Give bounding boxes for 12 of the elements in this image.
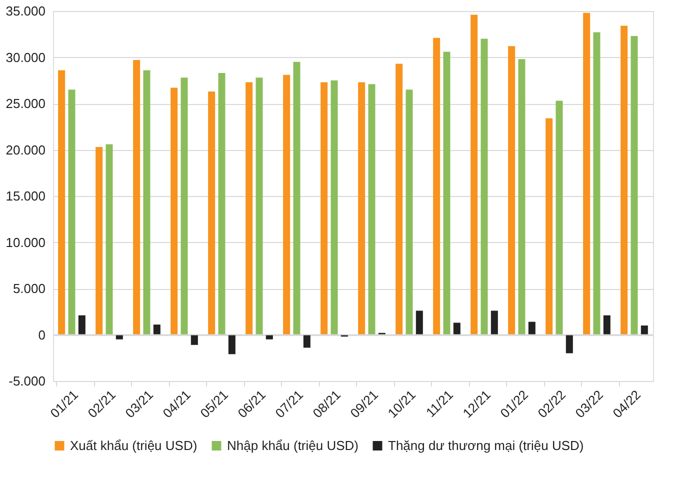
y-tick-label: 5.000: [12, 281, 46, 296]
y-tick-label: 0: [38, 327, 46, 342]
legend-label: Nhập khẩu (triệu USD): [227, 438, 358, 453]
y-tick-label: -5.000: [8, 374, 46, 388]
y-tick-label: 30.000: [6, 50, 46, 65]
y-tick-label: 20.000: [6, 142, 46, 158]
legend-label: Xuất khẩu (triệu USD): [70, 438, 198, 453]
y-tick-label: 35.000: [6, 4, 46, 18]
y-tick-label: 15.000: [6, 188, 46, 204]
legend-label: Thặng dư thương mại (triệu USD): [388, 438, 584, 453]
y-tick-label: 10.000: [6, 234, 46, 250]
y-tick-label: 25.000: [6, 96, 46, 111]
